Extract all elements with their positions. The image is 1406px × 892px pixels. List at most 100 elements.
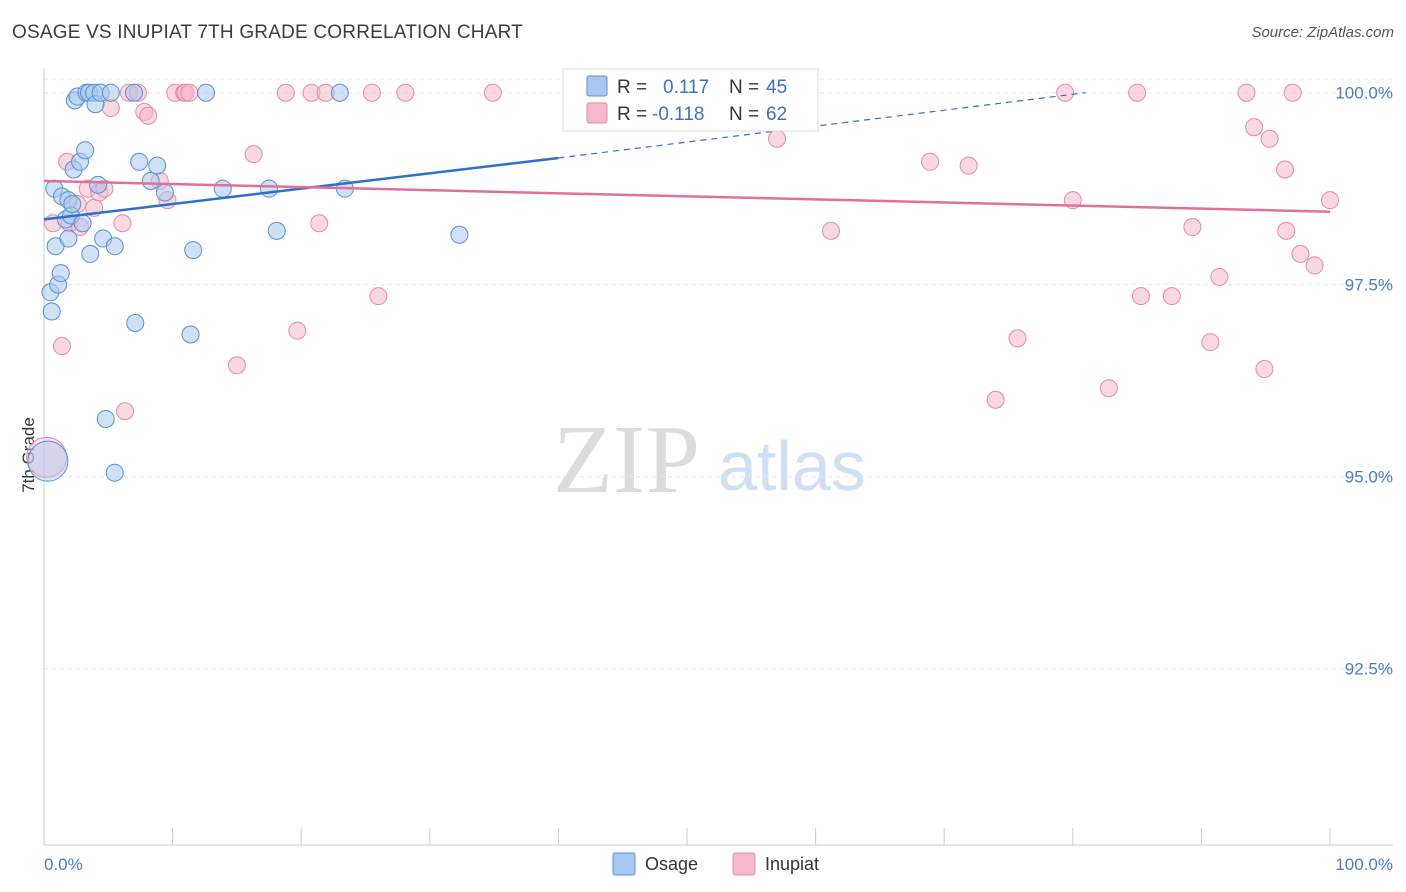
osage-point-43 <box>330 83 349 102</box>
watermark-zip: ZIP <box>553 406 700 514</box>
inupiat-point-13 <box>116 402 135 421</box>
series-legend: Osage Inupiat <box>612 852 819 876</box>
source-label: Source: ZipAtlas.com <box>1251 24 1394 41</box>
inupiat-point-50 <box>1183 218 1202 237</box>
osage-point-35 <box>148 156 167 175</box>
inupiat-point-23 <box>180 83 199 102</box>
inupiat-point-52 <box>1210 267 1229 286</box>
y-tick-label-1: 97.5% <box>1345 276 1393 295</box>
inupiat-point-43 <box>1008 329 1027 348</box>
osage-n-value: 45 <box>766 77 787 98</box>
osage-point-34 <box>141 171 160 190</box>
osage-point-27 <box>96 409 115 428</box>
osage-point-40 <box>213 179 232 198</box>
osage-point-33 <box>130 152 149 171</box>
osage-point-24 <box>89 175 108 194</box>
inupiat-point-32 <box>369 287 388 306</box>
inupiat-point-27 <box>288 321 307 340</box>
inupiat-point-60 <box>1291 244 1310 263</box>
inupiat-point-37 <box>768 129 787 148</box>
inupiat-series-label[interactable]: Inupiat <box>765 854 819 874</box>
osage-trend-extension <box>558 92 1086 159</box>
osage-point-29 <box>105 463 124 482</box>
inupiat-point-29 <box>310 214 329 233</box>
osage-point-17 <box>73 214 92 233</box>
inupiat-point-59 <box>1283 83 1302 102</box>
stats-legend: R = 0.117 N = 45 R = -0.118 N = 62 <box>562 68 819 132</box>
osage-n-label: N = <box>729 77 759 98</box>
inupiat-point-2 <box>53 337 72 356</box>
inupiat-point-49 <box>1162 287 1181 306</box>
osage-point-36 <box>155 183 174 202</box>
osage-point-38 <box>184 241 203 260</box>
inupiat-r-value: -0.118 <box>652 104 704 125</box>
inupiat-point-53 <box>1237 83 1256 102</box>
inupiat-n-label: N = <box>729 104 759 125</box>
grid-lines <box>44 78 1393 669</box>
osage-point-12 <box>63 195 82 214</box>
osage-point-30 <box>105 237 124 256</box>
inupiat-point-41 <box>959 156 978 175</box>
inupiat-point-56 <box>1260 129 1279 148</box>
inupiat-point-48 <box>1131 287 1150 306</box>
chart-title: OSAGE VS INUPIAT 7TH GRADE CORRELATION C… <box>12 22 523 43</box>
inupiat-point-26 <box>276 83 295 102</box>
inupiat-point-47 <box>1128 83 1147 102</box>
x-tick-label-min: 0.0% <box>44 855 83 874</box>
inupiat-point-57 <box>1275 160 1294 179</box>
osage-point-6 <box>51 264 70 283</box>
watermark-atlas: atlas <box>718 427 866 505</box>
inupiat-point-12 <box>113 214 132 233</box>
inupiat-point-34 <box>483 83 502 102</box>
osage-series-label[interactable]: Osage <box>645 854 698 874</box>
inupiat-point-62 <box>1321 191 1339 210</box>
inupiat-r-label: R = <box>617 104 647 125</box>
x-tick-label-max: 100.0% <box>1335 855 1393 874</box>
inupiat-point-39 <box>822 221 841 240</box>
trend-lines <box>43 92 1331 221</box>
inupiat-point-40 <box>921 152 940 171</box>
osage-point-41 <box>260 179 279 198</box>
inupiat-point-31 <box>362 83 381 102</box>
inupiat-point-51 <box>1201 333 1220 352</box>
inupiat-point-54 <box>1245 118 1264 137</box>
osage-series-swatch[interactable] <box>612 852 636 876</box>
inupiat-legend-swatch <box>586 102 608 124</box>
inupiat-point-55 <box>1255 360 1274 379</box>
inupiat-point-44 <box>1056 83 1075 102</box>
inupiat-point-58 <box>1277 221 1296 240</box>
inupiat-point-17 <box>139 106 158 125</box>
inupiat-point-11 <box>101 99 120 118</box>
inupiat-point-25 <box>244 145 263 164</box>
osage-point-31 <box>125 83 144 102</box>
osage-trend-line <box>43 156 559 221</box>
osage-points <box>27 83 469 482</box>
osage-point-28 <box>101 83 120 102</box>
x-tick-labels: 0.0% 100.0% <box>44 855 1393 874</box>
osage-legend-swatch <box>586 75 608 97</box>
inupiat-series-swatch[interactable] <box>732 852 756 876</box>
y-tick-label-3: 92.5% <box>1345 659 1393 678</box>
inupiat-point-46 <box>1099 379 1118 398</box>
axes <box>43 68 1393 846</box>
osage-point-18 <box>76 141 95 160</box>
inupiat-n-value: 62 <box>766 104 787 125</box>
osage-r-label: R = <box>617 77 647 98</box>
inupiat-trend-line <box>43 179 1331 213</box>
inupiat-point-24 <box>227 356 246 375</box>
inupiat-point-42 <box>986 390 1005 409</box>
inupiat-point-61 <box>1305 256 1324 275</box>
y-tick-label-0: 100.0% <box>1335 84 1393 103</box>
y-tick-label-2: 95.0% <box>1345 468 1393 487</box>
osage-point-32 <box>126 314 145 332</box>
osage-point-39 <box>197 83 216 102</box>
inupiat-point-0 <box>26 436 68 478</box>
osage-r-value: 0.117 <box>663 77 709 98</box>
osage-point-37 <box>181 325 200 344</box>
inupiat-point-33 <box>396 83 415 102</box>
y-tick-labels: 100.0% 97.5% 95.0% 92.5% <box>1335 84 1393 679</box>
osage-point-42 <box>267 221 286 240</box>
osage-point-10 <box>59 229 78 248</box>
osage-point-2 <box>42 302 61 321</box>
